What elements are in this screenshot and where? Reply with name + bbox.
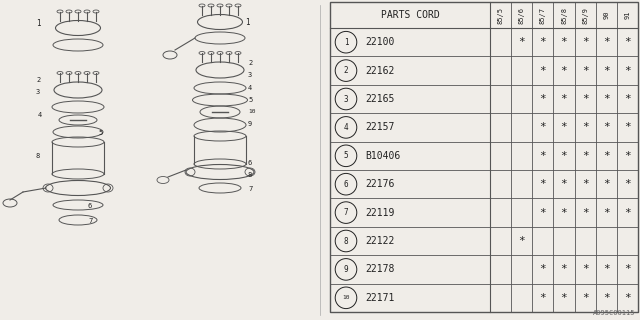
Text: A095C00115: A095C00115 [593, 310, 635, 316]
Text: *: * [624, 37, 631, 47]
Text: 10: 10 [248, 109, 255, 114]
Text: *: * [540, 151, 546, 161]
Text: 10: 10 [342, 295, 349, 300]
Text: 91: 91 [625, 11, 630, 19]
Text: 5: 5 [98, 130, 102, 136]
Text: 9: 9 [344, 265, 348, 274]
Text: 6: 6 [248, 160, 252, 166]
Text: 22176: 22176 [365, 179, 394, 189]
Text: *: * [624, 66, 631, 76]
Text: *: * [603, 208, 610, 218]
Text: 7: 7 [344, 208, 348, 217]
Text: *: * [561, 37, 568, 47]
Text: *: * [603, 94, 610, 104]
Text: *: * [518, 236, 525, 246]
Text: *: * [582, 66, 589, 76]
Text: 1: 1 [344, 38, 348, 47]
Text: *: * [582, 264, 589, 274]
Text: *: * [624, 94, 631, 104]
Text: 8: 8 [344, 236, 348, 245]
Text: *: * [603, 179, 610, 189]
Text: *: * [603, 122, 610, 132]
Text: *: * [624, 293, 631, 303]
Text: *: * [624, 208, 631, 218]
Text: 85/5: 85/5 [497, 6, 504, 23]
Text: *: * [582, 151, 589, 161]
Text: 22178: 22178 [365, 264, 394, 274]
Text: B10406: B10406 [365, 151, 400, 161]
Text: 85/8: 85/8 [561, 6, 567, 23]
Text: *: * [540, 37, 546, 47]
Text: 90: 90 [604, 11, 609, 19]
Text: *: * [603, 37, 610, 47]
Text: *: * [561, 122, 568, 132]
Text: 22119: 22119 [365, 208, 394, 218]
Text: *: * [582, 179, 589, 189]
Text: *: * [540, 179, 546, 189]
Text: *: * [582, 94, 589, 104]
Text: *: * [561, 293, 568, 303]
Text: *: * [603, 264, 610, 274]
Text: 3: 3 [248, 72, 252, 78]
Text: 2: 2 [344, 66, 348, 75]
Text: 9: 9 [248, 121, 252, 127]
Text: *: * [624, 151, 631, 161]
Text: *: * [582, 122, 589, 132]
Text: 4: 4 [248, 85, 252, 91]
Text: 85/6: 85/6 [518, 6, 525, 23]
Text: *: * [561, 264, 568, 274]
Text: 6: 6 [88, 203, 92, 209]
Text: 22100: 22100 [365, 37, 394, 47]
Text: 5: 5 [344, 151, 348, 160]
Text: 22157: 22157 [365, 122, 394, 132]
Text: 5: 5 [248, 97, 252, 103]
Text: 3: 3 [36, 89, 40, 95]
Text: *: * [540, 264, 546, 274]
Text: *: * [540, 66, 546, 76]
Text: *: * [624, 264, 631, 274]
Text: *: * [603, 66, 610, 76]
Text: 22162: 22162 [365, 66, 394, 76]
Text: 8: 8 [248, 172, 252, 178]
Text: 22165: 22165 [365, 94, 394, 104]
Text: 6: 6 [344, 180, 348, 189]
Text: *: * [561, 66, 568, 76]
Text: 1: 1 [36, 19, 40, 28]
Text: *: * [540, 122, 546, 132]
Text: *: * [603, 151, 610, 161]
Text: *: * [582, 208, 589, 218]
Text: 3: 3 [344, 94, 348, 103]
Text: *: * [561, 94, 568, 104]
Text: 2: 2 [36, 77, 40, 83]
Text: *: * [624, 122, 631, 132]
Text: PARTS CORD: PARTS CORD [381, 10, 440, 20]
Text: *: * [603, 293, 610, 303]
Text: *: * [561, 208, 568, 218]
Text: 4: 4 [38, 112, 42, 118]
Text: *: * [518, 37, 525, 47]
Text: *: * [624, 179, 631, 189]
Text: 85/7: 85/7 [540, 6, 546, 23]
Bar [330, 2, 638, 312]
Text: *: * [561, 179, 568, 189]
Text: 7: 7 [88, 218, 92, 224]
Text: *: * [540, 208, 546, 218]
Text: 22171: 22171 [365, 293, 394, 303]
Text: 1: 1 [245, 18, 250, 27]
Text: *: * [582, 37, 589, 47]
Text: *: * [561, 151, 568, 161]
Text: 8: 8 [36, 153, 40, 159]
Text: 7: 7 [248, 186, 252, 192]
Text: 22122: 22122 [365, 236, 394, 246]
Text: 2: 2 [248, 60, 252, 66]
Text: *: * [540, 94, 546, 104]
Text: *: * [540, 293, 546, 303]
Text: 4: 4 [344, 123, 348, 132]
Text: *: * [582, 293, 589, 303]
Text: 85/9: 85/9 [582, 6, 588, 23]
